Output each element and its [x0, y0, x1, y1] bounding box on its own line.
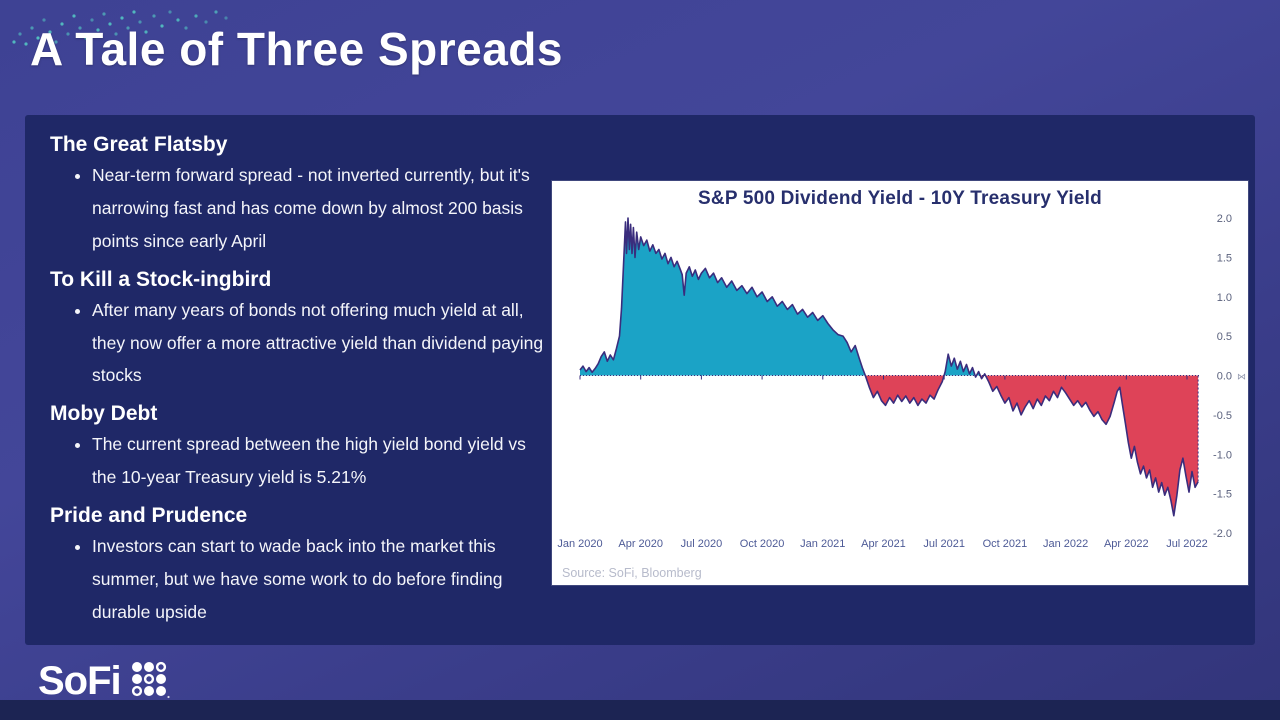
x-tick-label: Apr 2020: [618, 538, 663, 550]
section-heading: Moby Debt: [50, 402, 158, 426]
x-tick-label: Jan 2022: [1043, 538, 1088, 550]
x-tick-label: Oct 2020: [740, 538, 785, 550]
footer-strip: [0, 700, 1280, 720]
x-tick-label: Jan 2021: [800, 538, 845, 550]
y-tick-label: 0.5: [1217, 331, 1232, 343]
y-tick-label: 1.5: [1217, 252, 1232, 264]
y-tick-label: -0.5: [1213, 410, 1232, 422]
x-tick-label: Oct 2021: [983, 538, 1028, 550]
y-tick-label: 2.0: [1217, 213, 1232, 225]
bullet-item: After many years of bonds not offering m…: [92, 294, 555, 393]
sofi-dot-grid-icon: [131, 661, 170, 699]
x-tick-label: Jul 2021: [923, 538, 965, 550]
section-heading: The Great Flatsby: [50, 133, 228, 156]
sofi-logo-text: SoFi: [38, 659, 122, 703]
x-tick-label: Jan 2020: [557, 538, 602, 550]
sofi-logo: SoFi: [38, 660, 172, 702]
x-tick-label: Apr 2021: [861, 538, 906, 550]
y-tick-label: -1.0: [1213, 449, 1232, 461]
chart-title: S&P 500 Dividend Yield - 10Y Treasury Yi…: [698, 188, 1102, 209]
axis-cursor-icon: ⋈: [1237, 372, 1246, 382]
y-tick-label: -2.0: [1213, 528, 1232, 540]
bullet-list: After many years of bonds not offering m…: [50, 294, 555, 393]
x-tick-label: Jul 2022: [1166, 538, 1208, 550]
chart-card: S&P 500 Dividend Yield - 10Y Treasury Yi…: [552, 181, 1248, 585]
y-tick-label: 1.0: [1217, 292, 1232, 304]
y-tick-label: 0.0: [1217, 371, 1232, 383]
x-tick-label: Jul 2020: [681, 538, 723, 550]
bullet-item: Near-term forward spread - not inverted …: [92, 159, 555, 258]
bullet-list: Investors can start to wade back into th…: [50, 530, 555, 629]
bullet-item: Investors can start to wade back into th…: [92, 530, 555, 629]
page-title: A Tale of Three Spreads: [30, 23, 563, 75]
bullet-list: The current spread between the high yiel…: [50, 428, 555, 494]
x-tick-label: Apr 2022: [1104, 538, 1149, 550]
bullet-list: Near-term forward spread - not inverted …: [50, 159, 555, 258]
y-tick-label: -1.5: [1213, 489, 1232, 501]
content-panel: The Great Flatsby Near-term forward spre…: [25, 115, 1255, 645]
teal-dots-decoration-icon: [12, 10, 228, 46]
spread-area-chart: Jan 2020 Apr 2020 Jul 2020 Oct 2020 Jan 2021…: [557, 213, 1246, 550]
bullet-item: The current spread between the high yiel…: [92, 428, 555, 494]
text-column: The Great Flatsby Near-term forward spre…: [50, 123, 555, 633]
section-heading: To Kill a Stock-ingbird: [50, 267, 272, 291]
chart-source: Source: SoFi, Bloomberg: [562, 566, 702, 580]
section-heading: Pride and Prudence: [50, 504, 248, 528]
